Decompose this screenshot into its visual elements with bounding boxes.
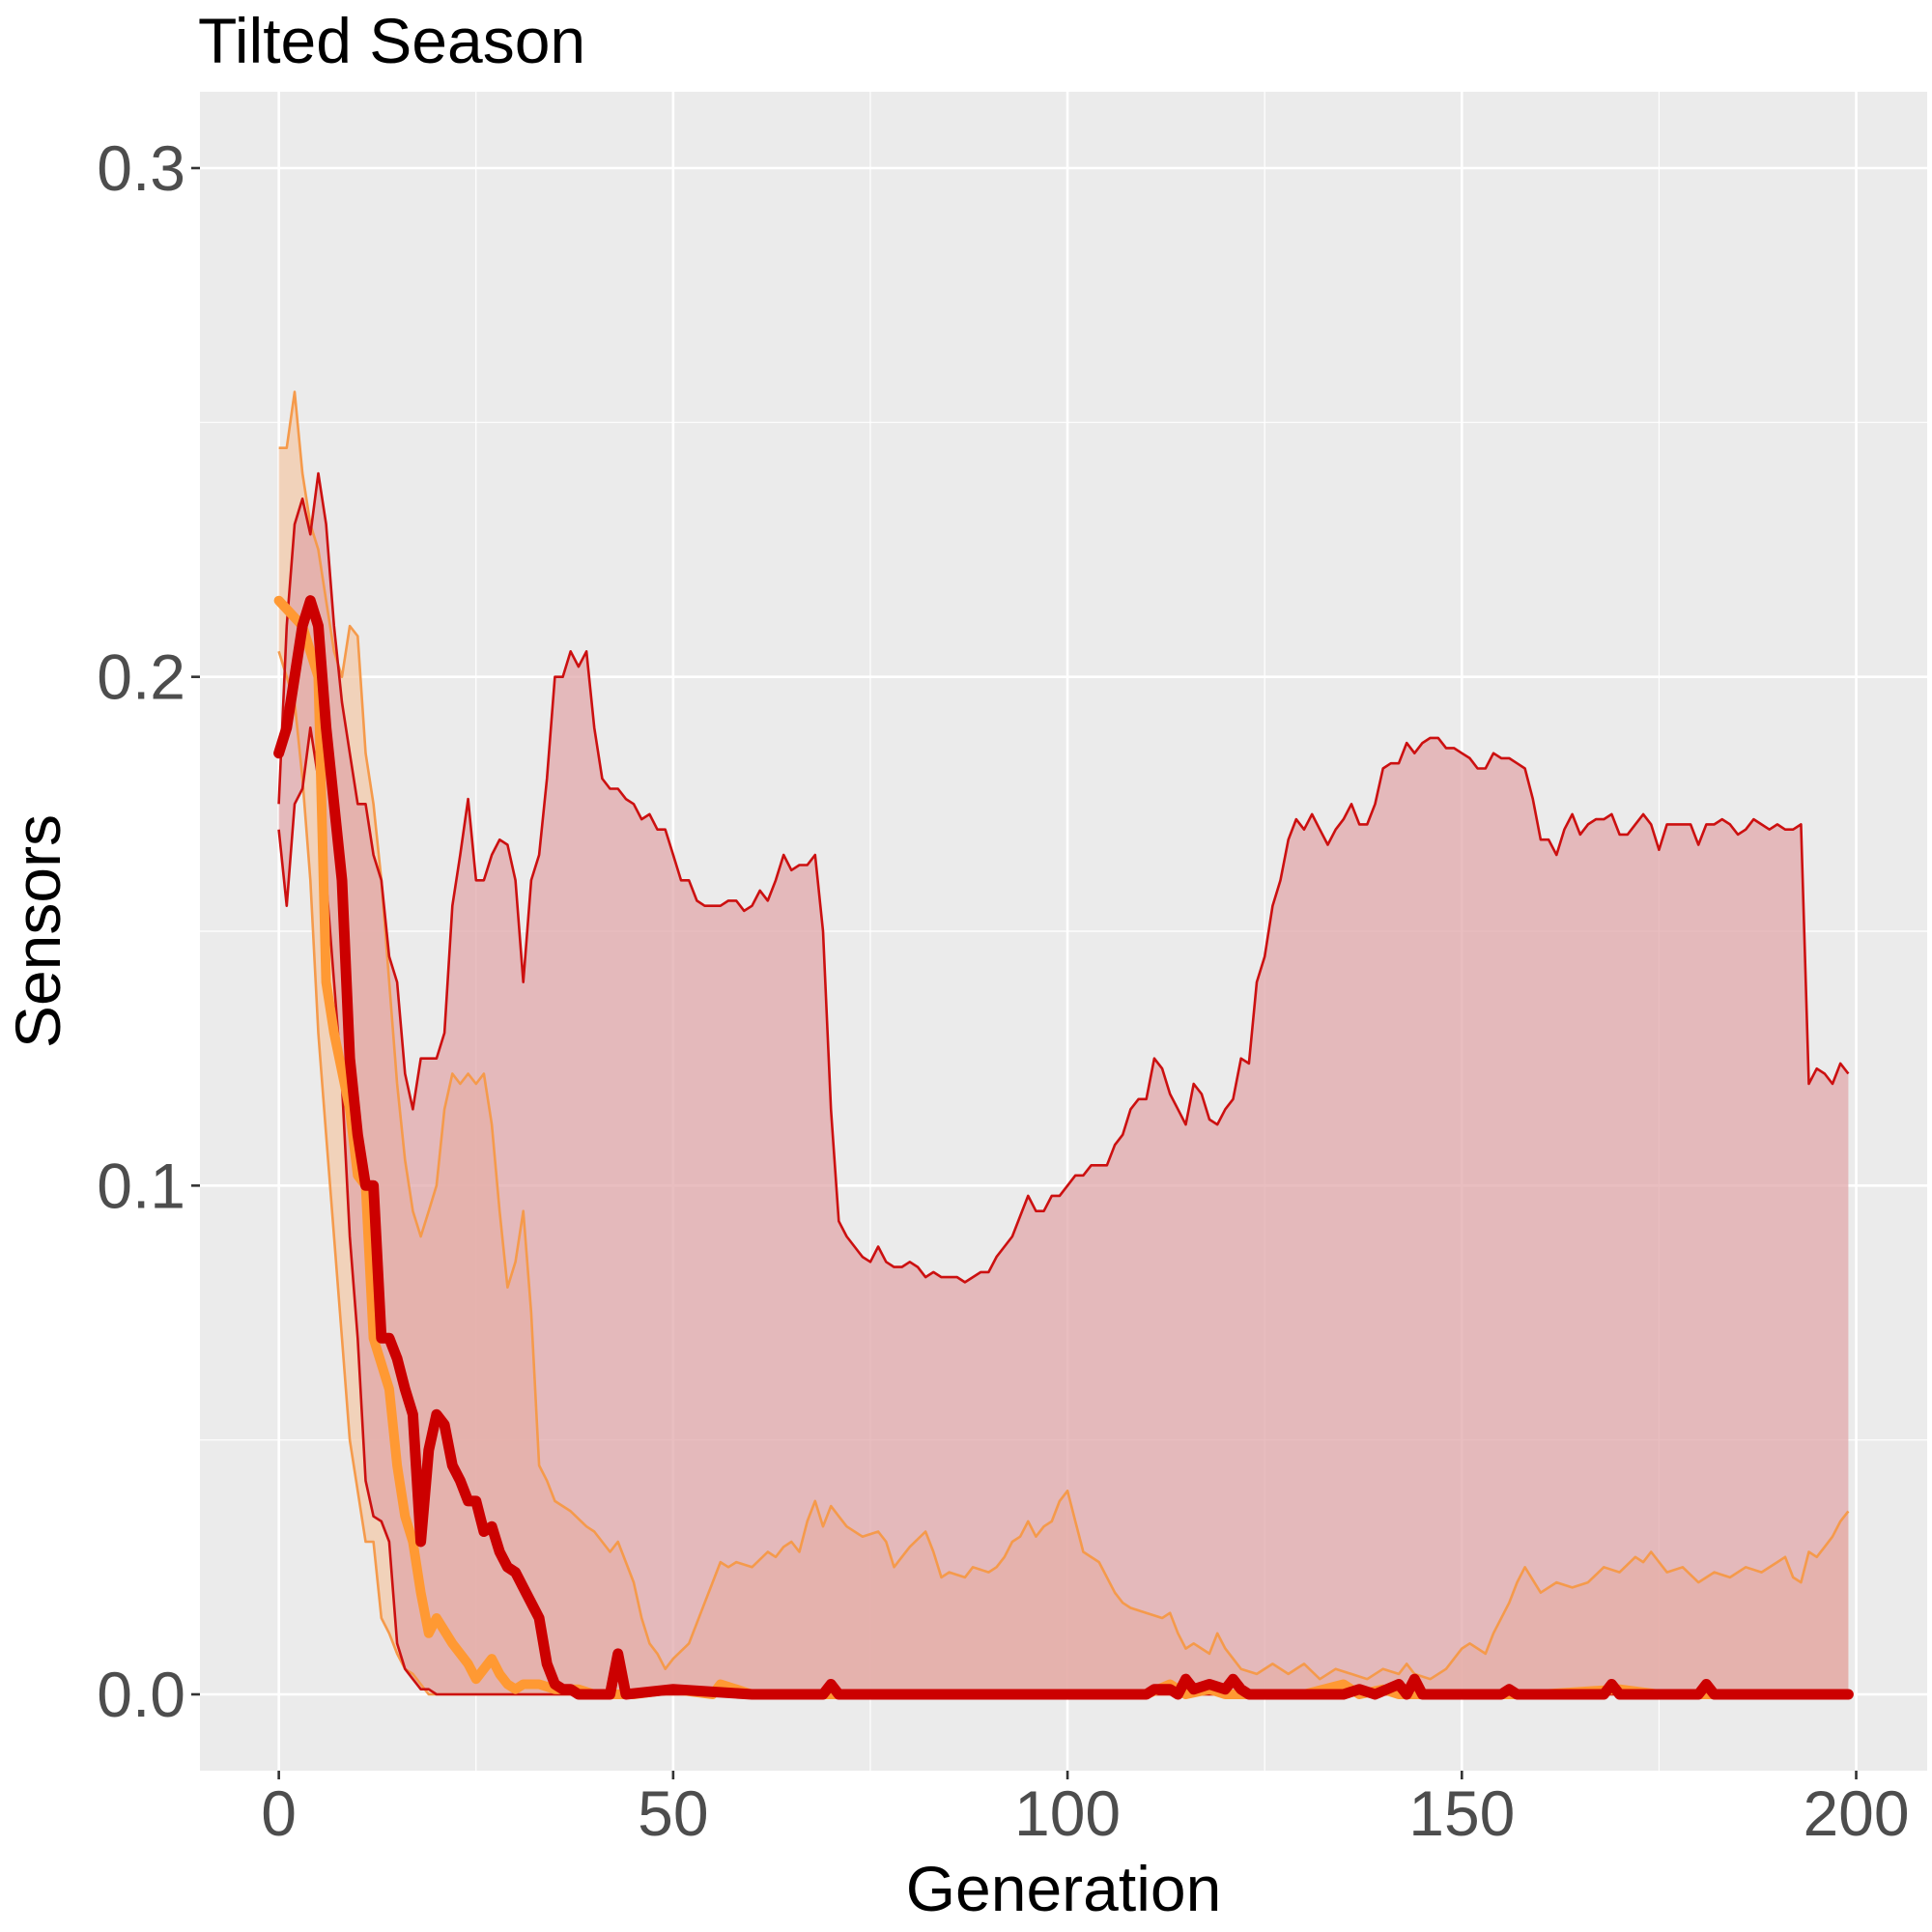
series-1-ribbon [278, 473, 1849, 1694]
y-tick-label: 0.2 [97, 641, 185, 713]
series-0-lower-line [277, 650, 1849, 1696]
y-tick-label: 0.3 [97, 132, 185, 204]
series-0-upper-line [278, 390, 1850, 1681]
series-0-median-line [273, 595, 1854, 1699]
x-axis-title: Generation [906, 1853, 1222, 1924]
chart-title: Tilted Season [198, 5, 585, 76]
series-1-upper-line [277, 471, 1850, 1284]
x-tick-label: 0 [261, 1777, 297, 1849]
series-1-median-line [273, 595, 1854, 1700]
x-tick-label: 150 [1408, 1777, 1515, 1849]
y-axis-title: Sensors [2, 814, 73, 1048]
x-tick-label: 50 [638, 1777, 708, 1849]
x-tick-label: 100 [1014, 1777, 1121, 1849]
y-tick-label: 0.0 [97, 1659, 185, 1730]
series-layer [273, 390, 1854, 1700]
x-tick-label: 200 [1803, 1777, 1909, 1849]
x-axis: 0 50 100 150 200 [261, 1771, 1910, 1849]
y-tick-label: 0.1 [97, 1150, 185, 1221]
y-axis: 0.0 0.1 0.2 0.3 [97, 132, 200, 1730]
series-1-lower-line [277, 726, 1849, 1696]
